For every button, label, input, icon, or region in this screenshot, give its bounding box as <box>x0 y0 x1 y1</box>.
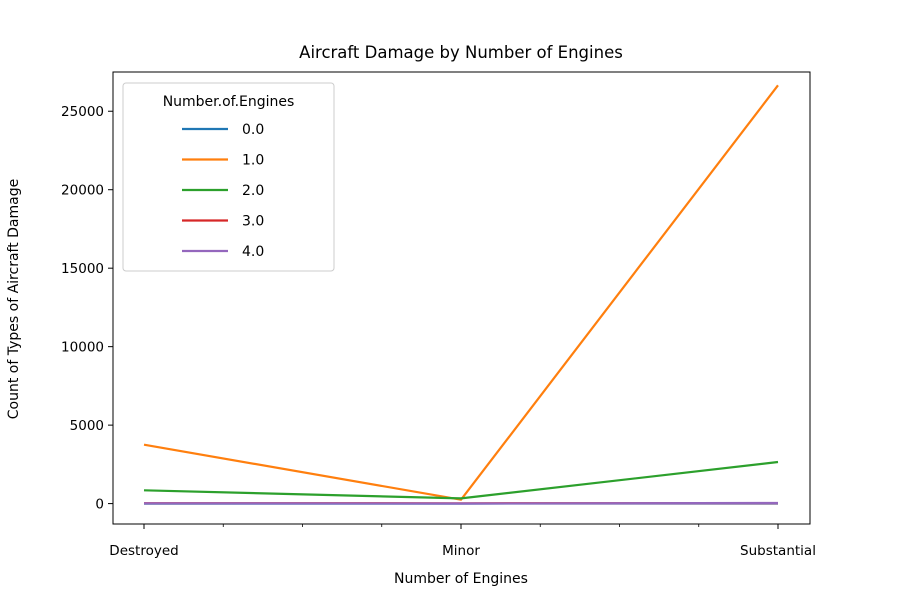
y-tick-label: 25000 <box>61 104 104 120</box>
legend-entry-3.0: 3.0 <box>242 214 264 230</box>
y-tick-label: 5000 <box>70 418 104 434</box>
legend-box <box>122 82 335 272</box>
legend-entry-4.0: 4.0 <box>242 244 264 260</box>
x-tick-label: Minor <box>442 543 480 559</box>
chart-title: Aircraft Damage by Number of Engines <box>299 43 623 62</box>
series-line-4.0 <box>143 501 779 505</box>
series-line-2.0 <box>143 460 779 500</box>
y-tick-label: 0 <box>95 497 104 513</box>
x-tick-label: Substantial <box>740 543 816 559</box>
legend-entry-1.0: 1.0 <box>242 153 264 169</box>
y-tick-label: 20000 <box>61 183 104 199</box>
y-tick-label: 15000 <box>61 261 104 277</box>
series-line-1.0 <box>143 84 779 501</box>
legend-entry-0.0: 0.0 <box>242 122 264 138</box>
y-axis-title: Count of Types of Aircraft Damage <box>6 179 22 419</box>
plot-frame <box>112 71 811 525</box>
x-tick-label: Destroyed <box>109 543 178 559</box>
legend-entry-2.0: 2.0 <box>242 183 264 199</box>
x-axis-title: Number of Engines <box>394 571 528 587</box>
plot-area: 0 5000 10000 15000 20000 25000 Destroyed Minor S… <box>61 71 816 559</box>
legend-title: Number.of.Engines <box>163 94 295 110</box>
y-tick-label: 10000 <box>61 340 104 356</box>
